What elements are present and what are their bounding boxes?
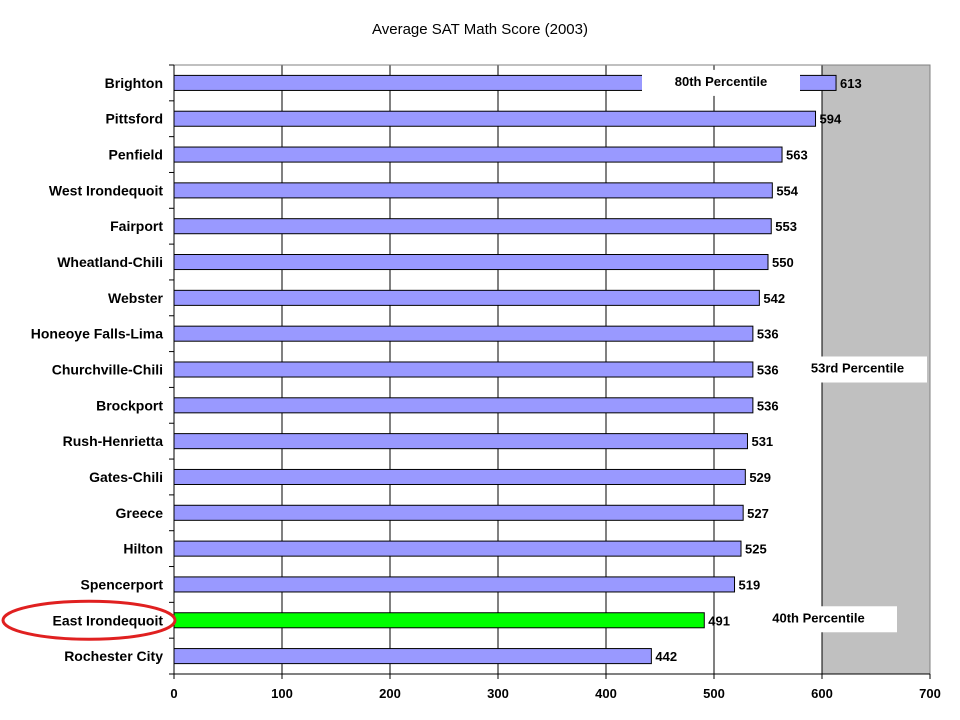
category-label: Spencerport xyxy=(81,576,164,592)
category-label: Honeoye Falls-Lima xyxy=(31,326,163,342)
x-tick-label: 400 xyxy=(595,686,617,701)
data-label: 550 xyxy=(772,255,794,270)
category-label: East Irondequoit xyxy=(53,612,164,628)
bar xyxy=(173,576,736,593)
data-label: 442 xyxy=(655,649,677,664)
x-tick-label: 0 xyxy=(170,686,177,701)
category-label: Rochester City xyxy=(64,648,163,664)
data-label: 553 xyxy=(775,219,797,234)
data-label: 594 xyxy=(820,112,842,127)
x-tick-label: 100 xyxy=(271,686,293,701)
bar xyxy=(173,540,742,557)
x-tick-label: 200 xyxy=(379,686,401,701)
category-label: West Irondequoit xyxy=(49,182,163,198)
bar xyxy=(173,648,652,665)
x-tick-label: 700 xyxy=(919,686,941,701)
bar xyxy=(173,182,773,199)
category-label: Greece xyxy=(116,505,164,521)
data-label: 536 xyxy=(757,327,779,342)
category-label: Webster xyxy=(108,290,164,306)
data-label: 536 xyxy=(757,363,779,378)
annotation-box xyxy=(788,356,927,383)
annotation-label: 53rd Percentile xyxy=(811,361,904,376)
bar xyxy=(173,361,754,378)
data-label: 563 xyxy=(786,148,808,163)
category-label: Wheatland-Chili xyxy=(57,254,163,270)
category-label: Brockport xyxy=(96,397,163,413)
annotation-label: 80th Percentile xyxy=(675,74,768,89)
category-label: Penfield xyxy=(109,147,163,163)
bar xyxy=(173,504,744,521)
bar xyxy=(173,289,760,306)
chart-title: Average SAT Math Score (2003) xyxy=(372,21,588,38)
data-label: 525 xyxy=(745,542,767,557)
bar xyxy=(173,433,748,450)
data-label: 519 xyxy=(739,577,761,592)
category-label: Churchville-Chili xyxy=(52,362,163,378)
category-label: Hilton xyxy=(123,541,163,557)
category-label: Fairport xyxy=(110,218,163,234)
highlight-ring xyxy=(1,599,177,641)
bar xyxy=(173,146,783,163)
bar xyxy=(173,397,754,414)
data-label: 529 xyxy=(749,470,771,485)
category-label: Rush-Henrietta xyxy=(63,433,164,449)
bar xyxy=(173,325,754,342)
category-label: Gates-Chili xyxy=(89,469,163,485)
category-label: Pittsford xyxy=(105,111,163,127)
data-label: 613 xyxy=(840,76,862,91)
annotation-label: 40th Percentile xyxy=(772,610,865,625)
data-label: 491 xyxy=(708,613,730,628)
category-label: Brighton xyxy=(105,75,163,91)
annotation-box xyxy=(642,69,800,96)
x-tick-label: 600 xyxy=(811,686,833,701)
x-tick-label: 300 xyxy=(487,686,509,701)
data-label: 531 xyxy=(751,434,773,449)
data-label: 554 xyxy=(776,183,798,198)
bar xyxy=(173,110,817,127)
bar xyxy=(173,612,705,629)
annotation-box xyxy=(740,606,897,633)
data-label: 527 xyxy=(747,506,769,521)
data-label: 542 xyxy=(763,291,785,306)
x-tick-label: 500 xyxy=(703,686,725,701)
bar xyxy=(173,218,772,235)
bar xyxy=(173,468,746,485)
bar xyxy=(173,254,769,271)
data-label: 536 xyxy=(757,398,779,413)
